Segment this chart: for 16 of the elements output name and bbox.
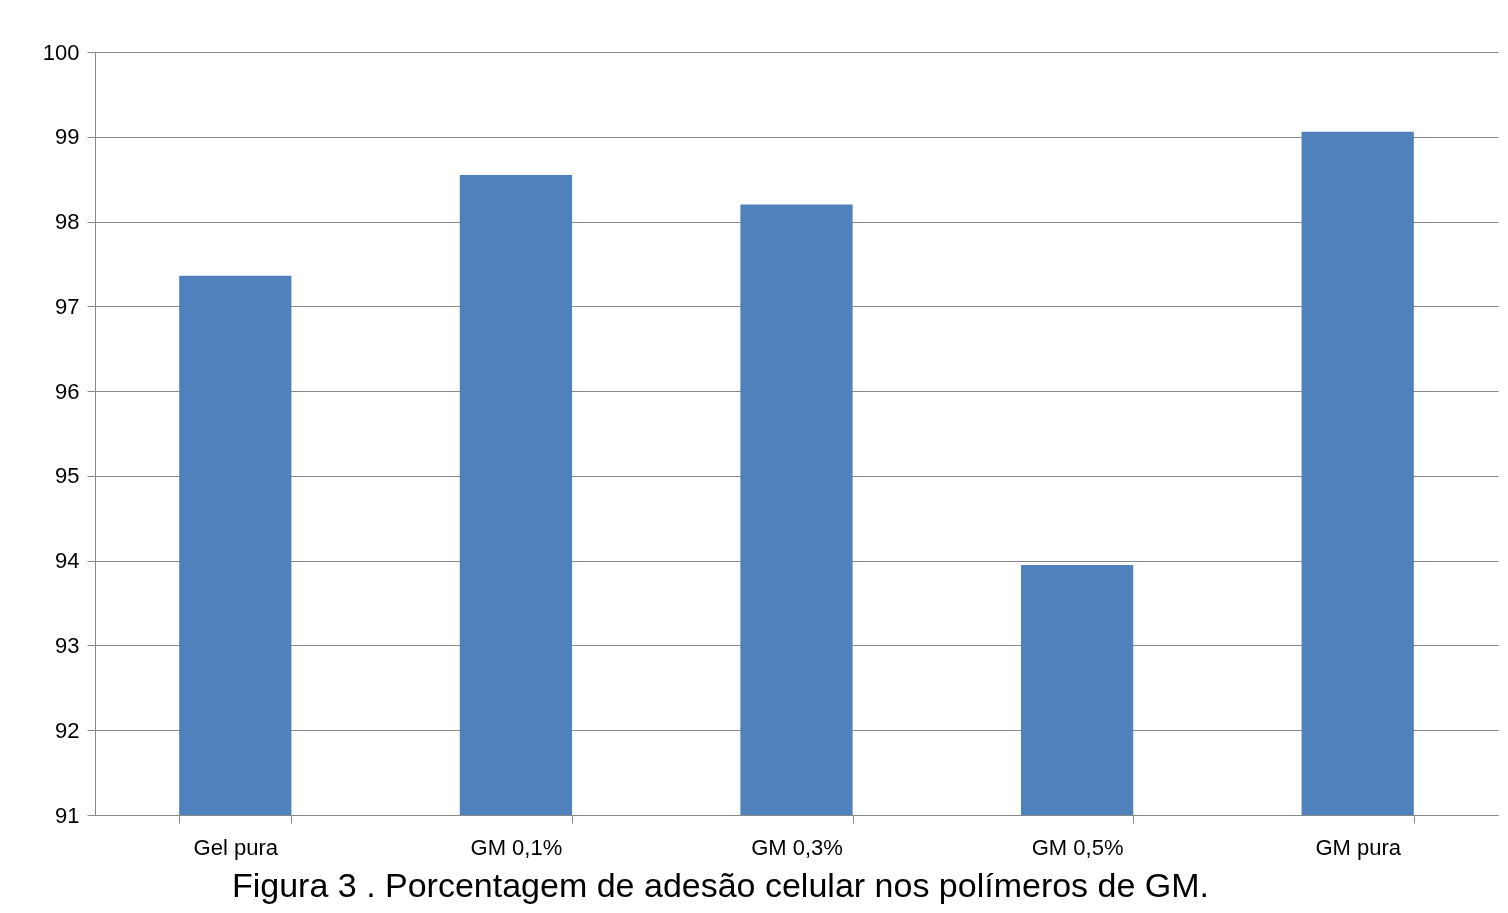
y-tick-label: 99 — [55, 124, 80, 150]
x-tick-label: GM 0,5% — [1031, 834, 1124, 860]
x-tick-label: GM 0,1% — [470, 834, 563, 860]
x-tick-label: GM 0,3% — [751, 834, 843, 860]
y-tick-label: 97 — [55, 293, 80, 319]
y-tick-label: 91 — [55, 802, 80, 828]
y-tick-label: 93 — [55, 632, 80, 658]
y-tick-label: 98 — [55, 209, 80, 235]
y-tick-label: 95 — [55, 463, 80, 489]
y-tick-label: 100 — [42, 39, 80, 65]
text: Figura 3 . Porcentagem de adesão celular nos polímeros de GM. — [231, 866, 1210, 904]
y-tick-label: 96 — [55, 378, 80, 404]
y-tick-label: 94 — [55, 548, 80, 574]
x-tick-label: GM pura — [1315, 834, 1402, 860]
y-tick-label: 92 — [55, 717, 80, 743]
x-tick-label: Gel pura — [193, 834, 279, 860]
